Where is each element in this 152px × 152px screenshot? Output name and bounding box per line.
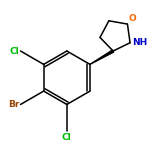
Polygon shape — [90, 50, 114, 64]
Text: Cl: Cl — [9, 47, 19, 55]
Text: Br: Br — [8, 100, 19, 109]
Text: Cl: Cl — [62, 133, 72, 142]
Text: NH: NH — [132, 38, 147, 47]
Text: O: O — [129, 14, 136, 23]
